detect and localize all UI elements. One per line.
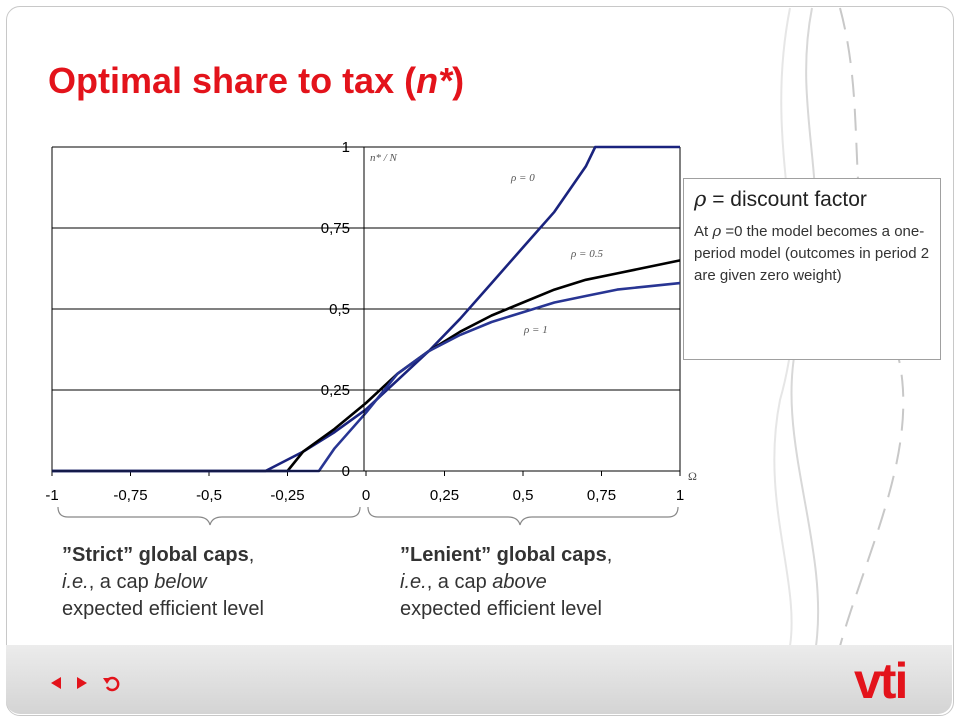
slide-frame: [6, 6, 954, 716]
info-body-prefix: At: [694, 223, 713, 240]
x-tick-label: -1: [45, 487, 58, 504]
x-tick-label: -0,5: [196, 487, 222, 504]
title-suffix: ): [452, 60, 465, 101]
series-line-2: [52, 281, 681, 473]
series-label-rho05: ρ = 0.5: [570, 248, 603, 260]
caption-strict-comma: ,: [248, 544, 255, 566]
info-heading: ρ = discount factor: [694, 187, 930, 212]
next-slide-button[interactable]: [71, 672, 93, 694]
x-axis-label: Ω: [688, 469, 697, 483]
footer-bar: [6, 645, 952, 714]
caption-lenient-title: ”Lenient” global caps: [400, 544, 607, 566]
caption-strict-middle: , a cap: [88, 571, 155, 593]
caption-lenient-end: expected efficient level: [400, 598, 602, 620]
decorative-curve-faint: [773, 7, 796, 647]
caption-strict-title: ”Strict” global caps: [62, 544, 249, 566]
x-tick-label: 0,25: [430, 487, 459, 504]
caption-strict-rel: below: [154, 571, 207, 593]
y-tick-label: 0,75: [321, 220, 350, 237]
x-tick-label: 0,75: [587, 487, 616, 504]
gridlines: [51, 146, 681, 471]
prev-slide-button[interactable]: [45, 672, 67, 694]
caption-strict-ie: i.e.: [62, 571, 89, 593]
info-body: At ρ =0 the model becomes a one-period m…: [694, 220, 930, 287]
rho-symbol: ρ: [694, 187, 707, 211]
caption-lenient-comma: ,: [606, 544, 613, 566]
x-tick-labels: -1 -0,75 -0,5 -0,25 0 0,25 0,5 0,75 1: [45, 471, 684, 504]
caption-lenient-ie: i.e.: [400, 571, 427, 593]
caption-lenient-rel: above: [492, 571, 547, 593]
info-heading-text: = discount factor: [706, 188, 867, 211]
caption-lenient: ”Lenient” global caps, i.e., a cap above…: [400, 542, 690, 623]
info-body-text: =0 the model becomes a one-period model …: [694, 223, 930, 284]
caption-lenient-middle: , a cap: [426, 571, 493, 593]
y-tick-labels: 00,250,50,751: [321, 139, 364, 480]
page-title: Optimal share to tax (n*): [48, 60, 464, 102]
series-label-rho0: ρ = 0: [510, 172, 535, 184]
brace-lenient: [367, 506, 679, 526]
y-tick-label: 0,5: [329, 301, 350, 318]
return-button[interactable]: [101, 672, 123, 694]
triangle-left-icon: [51, 677, 61, 689]
return-arrow-icon: [103, 676, 120, 692]
x-tick-label: -0,75: [113, 487, 147, 504]
triangle-right-icon: [77, 677, 87, 689]
caption-strict: ”Strict” global caps, i.e., a cap below …: [62, 542, 352, 623]
rho-symbol-inline: ρ: [712, 222, 722, 240]
title-prefix: Optimal share to tax (: [48, 60, 417, 101]
info-box: ρ = discount factor At ρ =0 the model be…: [683, 178, 941, 360]
series-lines: [52, 145, 681, 473]
x-tick-label: 0,5: [513, 487, 534, 504]
title-variable: n*: [416, 60, 453, 101]
y-tick-label: 0,25: [321, 382, 350, 399]
brace-strict: [57, 506, 361, 526]
series-label-rho1: ρ = 1: [523, 324, 548, 336]
y-tick-label: 1: [342, 139, 350, 156]
y-axis-label: n* / N: [370, 152, 398, 164]
x-tick-label: -0,25: [270, 487, 304, 504]
x-tick-label: 1: [676, 487, 684, 504]
series-line-1: [52, 259, 681, 473]
x-tick-label: 0: [362, 487, 370, 504]
caption-strict-end: expected efficient level: [62, 598, 264, 620]
vti-logo: vti: [854, 653, 908, 709]
